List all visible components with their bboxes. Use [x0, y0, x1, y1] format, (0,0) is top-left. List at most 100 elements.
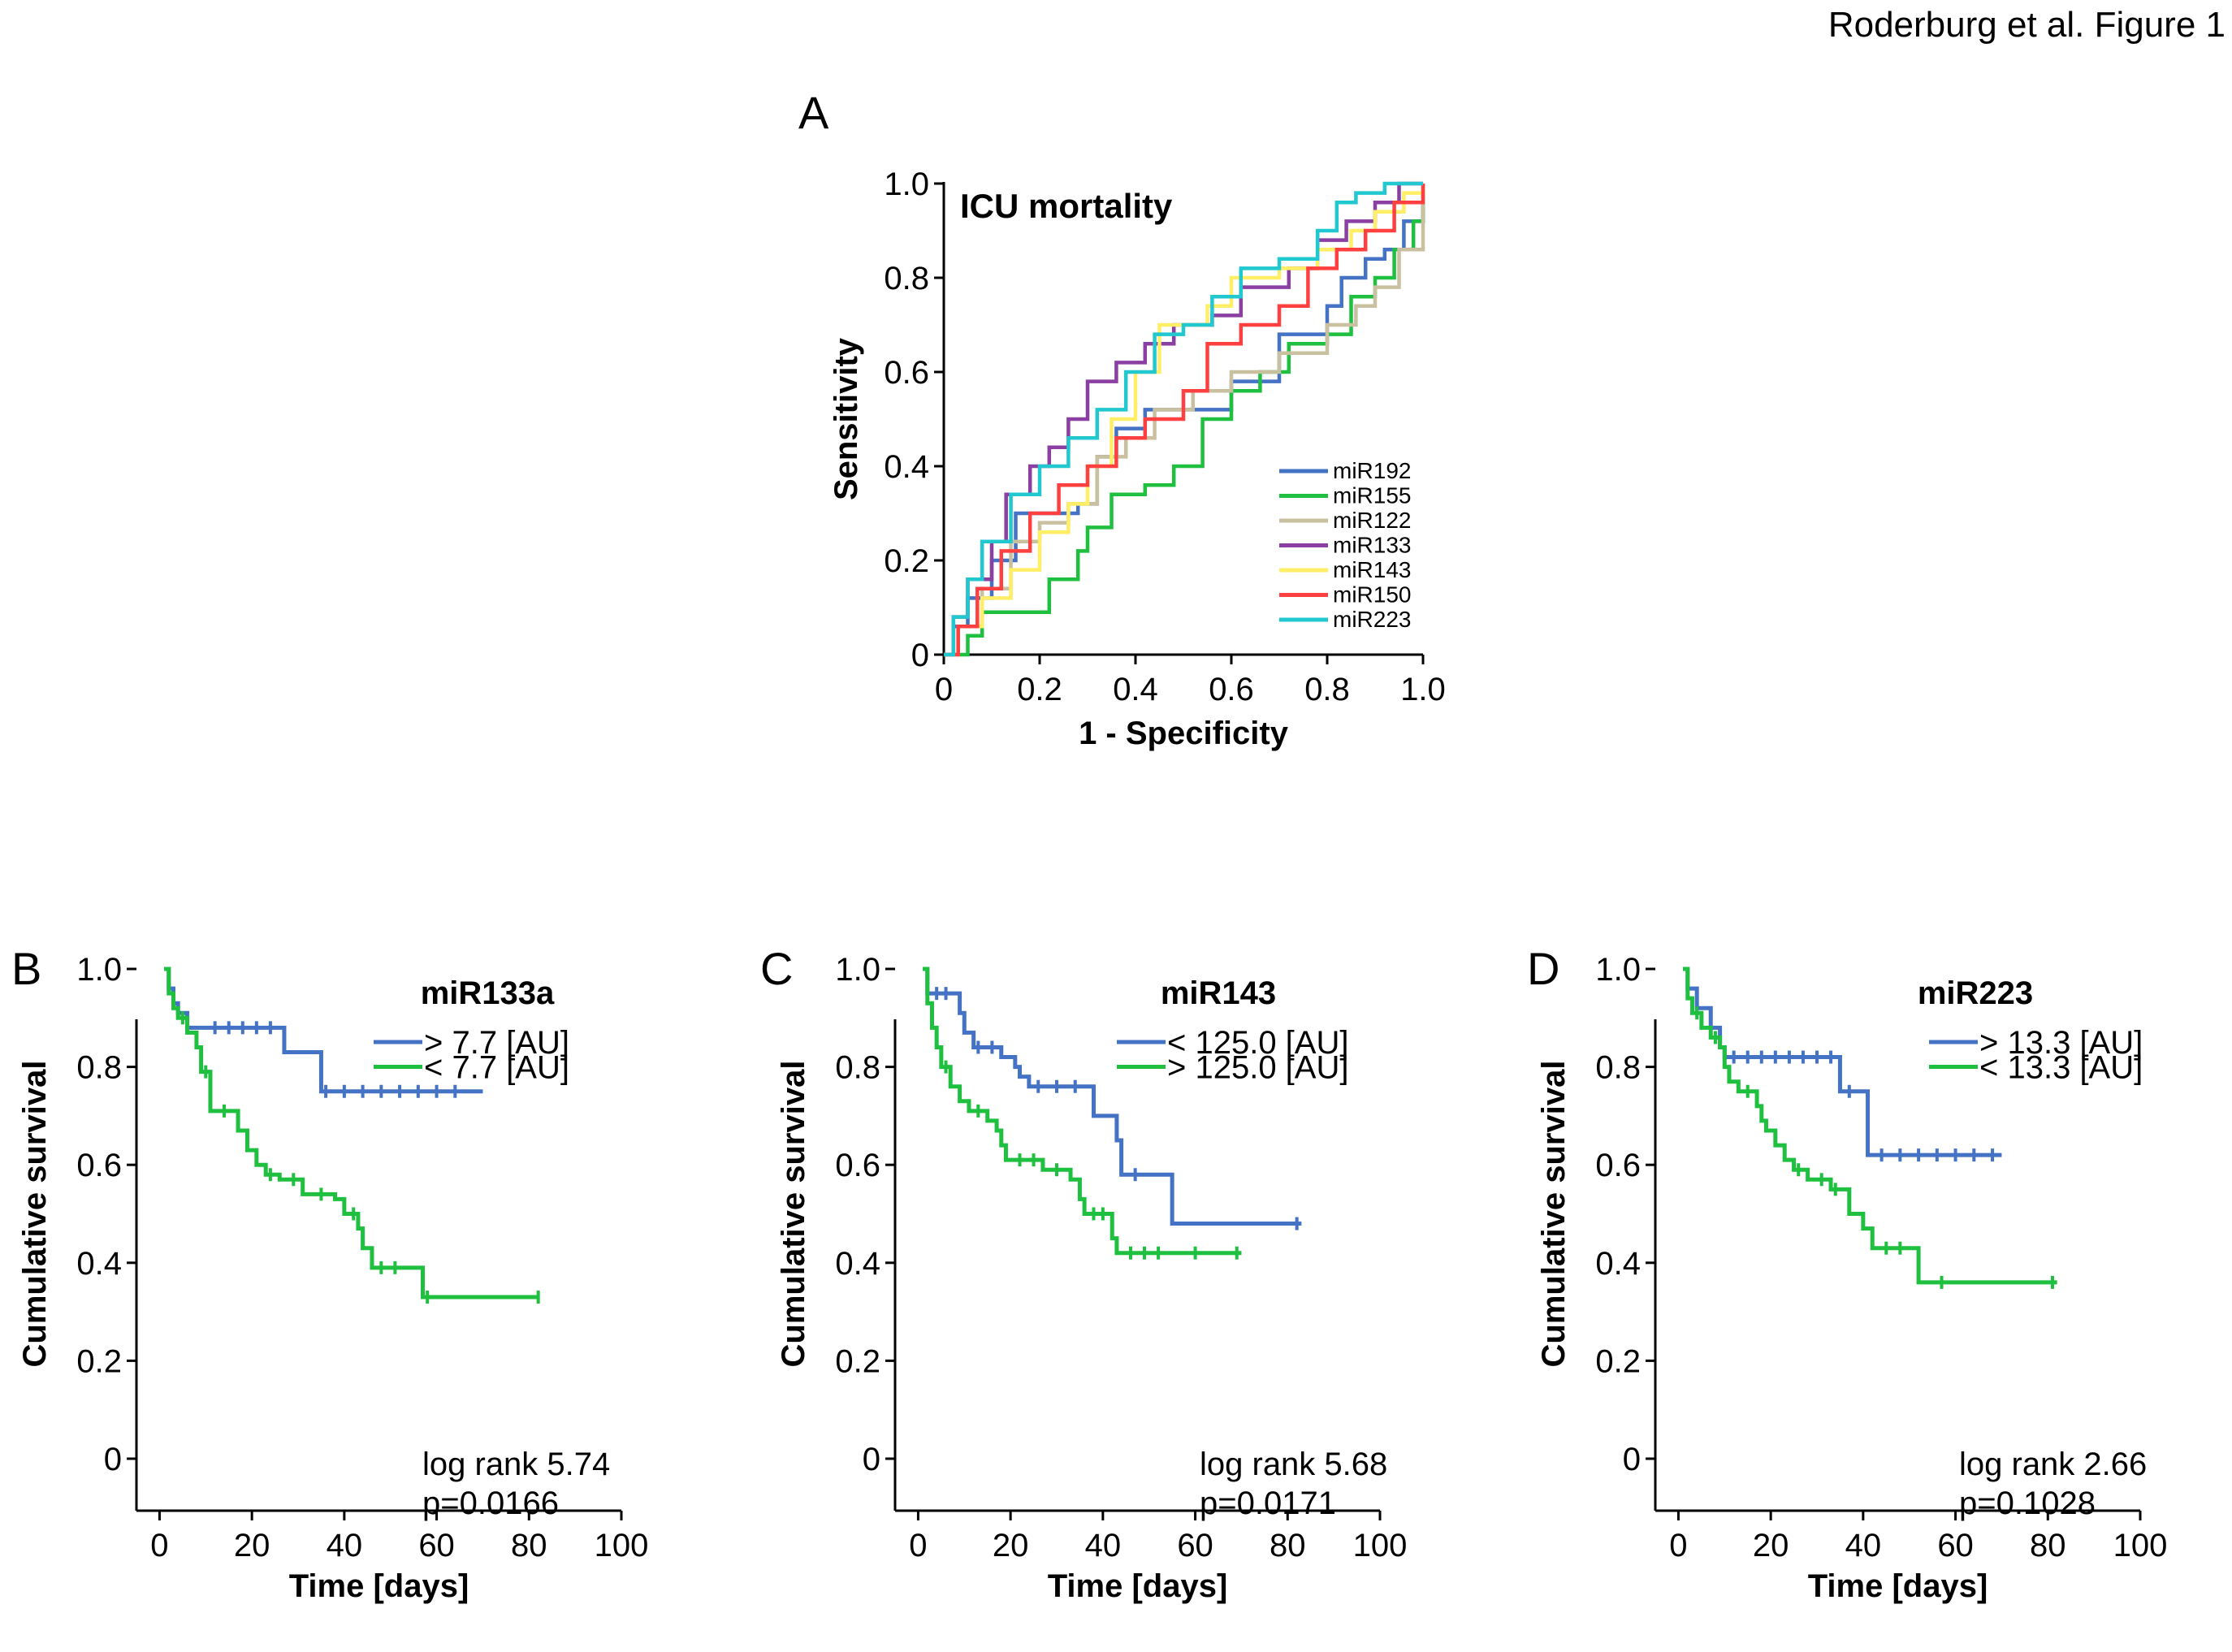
x-tick-label: 40: [1845, 1528, 1882, 1563]
legend-label: > 7.7 [AU]: [424, 1025, 569, 1061]
panel-label: A: [798, 87, 829, 138]
chart-title: miR143: [1161, 975, 1276, 1011]
y-axis-label: Sensitivity: [828, 337, 864, 500]
y-tick-label: 1.0: [1595, 952, 1641, 988]
y-axis-label: Cumulative survival: [17, 1061, 53, 1368]
x-tick-label: 0.4: [1113, 672, 1158, 707]
series-125-0-au: > 125.0 [AU]: [923, 967, 1348, 1260]
legend-label: > 13.3 [AU]: [1979, 1025, 2143, 1061]
x-axis-label: 1 - Specificity: [1079, 716, 1289, 751]
y-tick-label: 0.2: [835, 1343, 880, 1379]
x-tick-label: 100: [1353, 1528, 1408, 1563]
survival-step-line: [923, 967, 1302, 1226]
panel-label: B: [11, 943, 41, 994]
legend-label: miR192: [1333, 458, 1411, 483]
x-tick-label: 20: [993, 1528, 1029, 1563]
series-mir150: miR150: [944, 184, 1425, 657]
p-value-annotation: p=0.0166: [422, 1486, 559, 1521]
log-rank-annotation: log rank 5.68: [1200, 1447, 1387, 1482]
x-tick-label: 100: [595, 1528, 649, 1563]
x-tick-label: 0: [1669, 1528, 1687, 1563]
legend-label: < 125.0 [AU]: [1167, 1025, 1348, 1061]
x-axis-label: Time [days]: [1808, 1568, 1988, 1604]
chart-title: miR223: [1918, 975, 2033, 1011]
y-tick-label: 0.8: [835, 1050, 880, 1086]
x-tick-label: 40: [1085, 1528, 1122, 1563]
y-tick-label: 0.4: [1595, 1246, 1641, 1282]
legend-label: miR223: [1333, 607, 1411, 632]
panel-a: A 0 0.2 0.4 0.6 0.8 1.0 0 0.2 0.4 0.6 0.8 1.0 1 - Spe…: [798, 87, 1446, 751]
legend-label: miR122: [1333, 508, 1411, 533]
figure-title: Roderburg et al. Figure 1: [1828, 5, 2226, 45]
y-tick-label: 0.2: [76, 1343, 122, 1379]
series-13-3-au: < 13.3 [AU]: [1683, 967, 2143, 1289]
x-tick-label: 0.2: [1017, 672, 1062, 707]
legend-label: miR150: [1333, 582, 1411, 608]
x-tick-label: 20: [234, 1528, 270, 1563]
x-tick-label: 0.8: [1304, 672, 1350, 707]
y-tick-label: 0.6: [76, 1148, 122, 1183]
survival-step-line: [1683, 967, 2057, 1285]
log-rank-annotation: log rank 5.74: [422, 1447, 610, 1482]
y-axis-label: Cumulative survival: [1536, 1061, 1572, 1368]
y-tick-label: 0.6: [835, 1148, 880, 1183]
legend-label: < 7.7 [AU]: [424, 1049, 569, 1085]
chart-title: ICU mortality: [960, 187, 1173, 225]
y-tick-label: 0.2: [884, 543, 929, 579]
x-axis-label: Time [days]: [1048, 1568, 1228, 1604]
x-tick-label: 60: [1177, 1528, 1213, 1563]
series-line: [944, 181, 1423, 657]
series-mir143: miR143: [944, 184, 1425, 657]
legend-label: > 125.0 [AU]: [1167, 1049, 1348, 1085]
legend-label: miR155: [1333, 483, 1411, 508]
survival-step-line: [923, 967, 1242, 1256]
series-line: [944, 184, 1425, 657]
series-line: [944, 184, 1425, 657]
legend-label: miR133: [1333, 533, 1411, 558]
x-tick-label: 0: [150, 1528, 168, 1563]
x-tick-label: 0: [909, 1528, 927, 1563]
y-tick-label: 0.6: [1595, 1148, 1641, 1183]
y-tick-label: 0: [863, 1442, 880, 1477]
x-tick-label: 80: [2030, 1528, 2066, 1563]
y-tick-label: 0.6: [884, 355, 929, 391]
y-tick-label: 0: [1623, 1442, 1641, 1477]
series-mir155: miR155: [958, 184, 1425, 657]
x-tick-label: 40: [327, 1528, 363, 1563]
x-tick-label: 80: [1270, 1528, 1306, 1563]
legend-label: miR143: [1333, 557, 1411, 582]
series-mir223: miR223: [944, 181, 1423, 657]
panel-c: C 0 0.2 0.4 0.6 0.8 1.0 0 20 40 60 80 100 Time [days]…: [760, 943, 1407, 1604]
y-axis-label: Cumulative survival: [776, 1061, 811, 1368]
panel-d: D 0 0.2 0.4 0.6 0.8 1.0 0 20 40 60 80 100 Time [days]…: [1527, 943, 2167, 1604]
y-tick-label: 1.0: [835, 952, 880, 988]
y-tick-label: 0.8: [1595, 1050, 1641, 1086]
panel-b: B 0 0.2 0.4 0.6 0.8 1.0 0 20 40 60 80 100 Time [days]…: [11, 943, 648, 1604]
x-tick-label: 80: [511, 1528, 547, 1563]
y-tick-label: 0.4: [76, 1246, 122, 1282]
x-tick-label: 0.6: [1209, 672, 1254, 707]
x-axis-label: Time [days]: [289, 1568, 469, 1604]
y-tick-label: 1.0: [76, 952, 122, 988]
panel-label: D: [1527, 943, 1559, 994]
series-line: [958, 184, 1425, 657]
y-tick-label: 0.8: [76, 1050, 122, 1086]
survival-step-line: [164, 967, 539, 1300]
panel-label: C: [760, 943, 793, 994]
x-tick-label: 100: [2113, 1528, 2168, 1563]
y-tick-label: 0.2: [1595, 1343, 1641, 1379]
y-tick-label: 0.4: [884, 449, 929, 485]
x-tick-label: 60: [418, 1528, 455, 1563]
p-value-annotation: p=0.0171: [1200, 1486, 1336, 1521]
y-tick-label: 0.8: [884, 261, 929, 296]
x-tick-label: 60: [1937, 1528, 1974, 1563]
y-tick-label: 0: [911, 638, 929, 673]
series-125-0-au: < 125.0 [AU]: [923, 967, 1348, 1230]
legend-label: < 13.3 [AU]: [1979, 1049, 2143, 1085]
x-tick-label: 0: [935, 672, 953, 707]
y-tick-label: 1.0: [884, 166, 929, 202]
chart-title: miR133a: [421, 975, 555, 1011]
x-tick-label: 1.0: [1400, 672, 1446, 707]
y-tick-label: 0.4: [835, 1246, 880, 1282]
